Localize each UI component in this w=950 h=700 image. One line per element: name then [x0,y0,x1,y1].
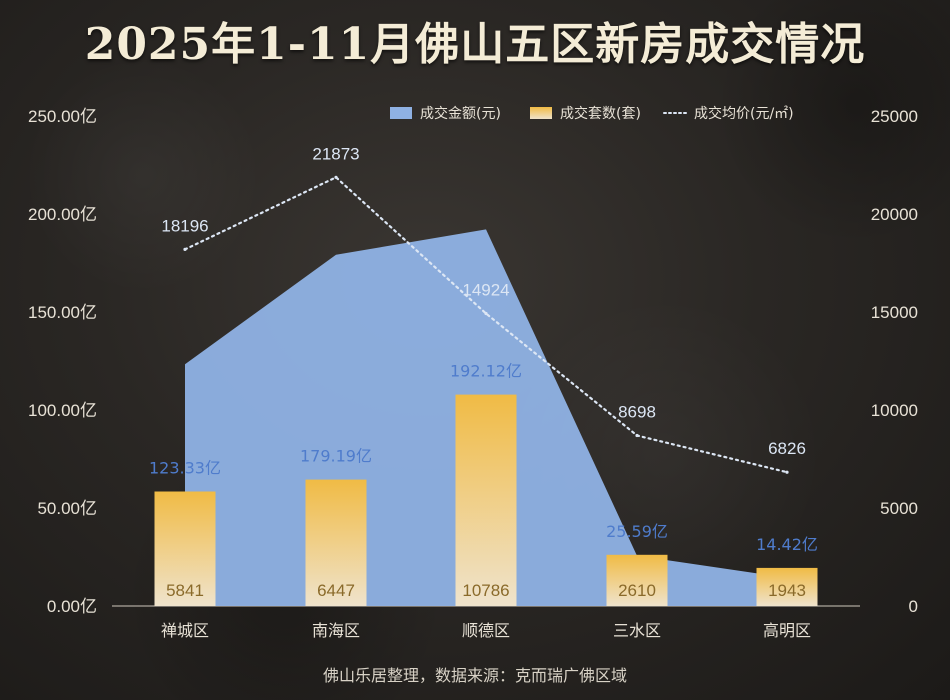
legend-label-amount: 成交金额(元) [420,105,501,122]
amount-data-label: 192.12亿 [450,362,522,381]
amount-data-label: 179.19亿 [300,447,372,466]
y-left-tick-label: 100.00亿 [28,401,97,420]
y-left-tick-label: 200.00亿 [28,205,97,224]
count-bar [455,394,517,606]
x-category-label: 三水区 [613,621,661,640]
y-right-tick-label: 25000 [871,107,918,126]
y-left-tick-label: 250.00亿 [28,107,97,126]
count-bar [305,479,367,606]
avg-price-data-label: 18196 [161,216,208,235]
y-left-tick-label: 0.00亿 [47,597,97,616]
count-bar [606,554,668,606]
avg-price-point [183,247,187,251]
count-bar-label: 1943 [768,581,806,600]
amount-data-label: 25.59亿 [606,522,668,541]
y-right-tick-label: 20000 [871,205,918,224]
avg-price-data-label: 21873 [312,144,359,163]
avg-price-point [635,433,639,438]
axes-layer: 0.00亿 50.00亿 100.00亿 150.00亿 200.00亿 250.00亿 0… [28,107,918,640]
avg-price-point [785,470,789,474]
avg-price-data-label: 6826 [768,439,806,458]
amount-data-label: 14.42亿 [756,535,818,554]
avg-price-point [334,175,338,179]
count-bars-layer [154,394,818,606]
avg-price-data-label: 8698 [618,403,656,422]
count-bar [154,491,216,606]
count-bar-label: 6447 [317,581,355,600]
x-category-label: 高明区 [763,621,811,640]
chart-title: 2025年1-11月佛山五区新房成交情况 [84,19,866,70]
avg-price-line-layer [183,175,789,474]
count-bar [756,567,818,606]
y-right-tick-label: 0 [909,597,918,616]
count-bar-label: 2610 [618,581,656,600]
legend-label-avg-price: 成交均价(元/㎡) [694,105,794,122]
count-bar-label: 10786 [462,581,509,600]
avg-price-data-label: 14924 [462,281,509,300]
avg-price-point [484,311,488,316]
data-labels-layer: 5841 123.33亿 6447 179.19亿 10786 192.12亿 2610 25… [149,144,818,600]
x-category-label: 顺德区 [462,621,510,640]
y-right-tick-label: 5000 [880,499,918,518]
x-category-label: 南海区 [312,621,360,640]
y-left-tick-label: 150.00亿 [28,303,97,322]
data-source-note: 佛山乐居整理，数据来源：克而瑞广佛区域 [322,666,627,685]
amount-data-label: 123.33亿 [149,459,221,478]
y-right-tick-label: 10000 [871,401,918,420]
legend-label-count: 成交套数(套) [560,105,641,122]
legend-swatch-count [530,107,552,119]
y-left-tick-label: 50.00亿 [37,499,97,518]
legend-swatch-amount [390,107,412,119]
legend: 成交金额(元) 成交套数(套) 成交均价(元/㎡) [390,105,794,122]
count-bar-label: 5841 [166,581,204,600]
x-category-label: 禅城区 [161,621,209,640]
y-right-tick-label: 15000 [871,303,918,322]
